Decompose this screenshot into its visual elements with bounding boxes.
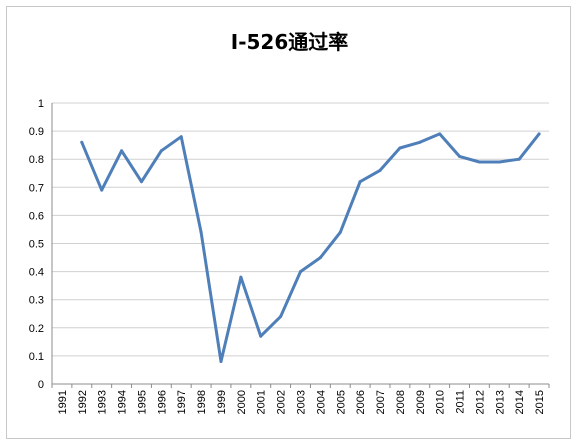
x-tick-label: 2007	[375, 390, 387, 414]
chart-frame	[6, 6, 571, 439]
data-point	[139, 180, 143, 184]
data-point	[537, 132, 541, 136]
data-point	[497, 160, 501, 164]
x-tick-label: 2012	[474, 390, 486, 414]
y-tick-label: 0.1	[29, 351, 44, 363]
x-tick-label: 1994	[117, 390, 129, 414]
x-tick-label: 2004	[315, 390, 327, 414]
data-point	[199, 230, 203, 234]
x-tick-label: 2001	[256, 390, 268, 414]
x-tick-label: 1997	[176, 390, 188, 414]
x-tick-label: 2011	[455, 390, 467, 414]
data-point	[259, 334, 263, 338]
data-point	[378, 168, 382, 172]
y-tick-label: 0.8	[29, 154, 44, 166]
x-tick-label: 2015	[534, 390, 546, 414]
y-tick-label: 0	[38, 379, 44, 391]
gridlines	[52, 102, 549, 357]
x-tick-label: 1991	[57, 390, 69, 414]
data-point	[219, 360, 223, 364]
data-point	[517, 157, 521, 161]
y-tick-label: 0.3	[29, 295, 44, 307]
data-point	[159, 149, 163, 153]
data-point	[120, 149, 124, 153]
data-point	[80, 140, 84, 144]
y-tick-label: 1	[38, 98, 44, 110]
data-point	[318, 256, 322, 260]
x-tick-label: 2009	[415, 390, 427, 414]
x-axis-tick-labels: 1991 1992 1993 1994 1995 1996 1997 1998 1999 2000…	[57, 390, 546, 414]
data-point	[398, 146, 402, 150]
data-point	[477, 160, 481, 164]
x-tick-label: 2013	[494, 390, 506, 414]
data-point	[438, 132, 442, 136]
chart-title: I-526通过率	[230, 30, 349, 54]
data-point	[239, 275, 243, 279]
y-tick-label: 0.9	[29, 126, 44, 138]
x-tick-label: 1999	[216, 390, 228, 414]
data-point	[179, 135, 183, 139]
x-tick-label: 1992	[77, 390, 89, 414]
series-line-0	[80, 132, 541, 363]
y-tick-label: 0.5	[29, 239, 44, 251]
x-tick-label: 2010	[435, 390, 447, 414]
x-tick-label: 2000	[236, 390, 248, 414]
data-point	[358, 180, 362, 184]
data-point	[458, 154, 462, 158]
x-tick-label: 1995	[136, 390, 148, 414]
data-point	[299, 270, 302, 274]
data-point	[100, 188, 104, 192]
y-tick-label: 0.2	[29, 323, 44, 335]
data-point	[279, 315, 283, 319]
y-tick-label: 0.7	[29, 182, 44, 194]
x-tick-label: 2003	[296, 390, 308, 414]
data-point	[418, 140, 422, 144]
x-tick-label: 2006	[355, 390, 367, 414]
y-tick-label: 0.6	[29, 210, 44, 222]
x-tick-label: 2008	[395, 390, 407, 414]
x-tick-label: 1998	[196, 390, 208, 414]
x-tick-label: 2014	[514, 390, 526, 414]
x-tick-label: 1993	[97, 390, 109, 414]
axes	[51, 103, 550, 388]
data-point	[338, 230, 342, 234]
x-tick-label: 2005	[335, 390, 347, 414]
series-group	[80, 132, 541, 364]
y-axis-tick-labels: 0 0.1 0.2 0.3 0.4 0.5 0.6 0.7 0.8 0.9 1	[29, 98, 44, 391]
x-tick-label: 1996	[156, 390, 168, 414]
x-tick-label: 2002	[276, 390, 288, 414]
y-tick-label: 0.4	[29, 267, 44, 279]
